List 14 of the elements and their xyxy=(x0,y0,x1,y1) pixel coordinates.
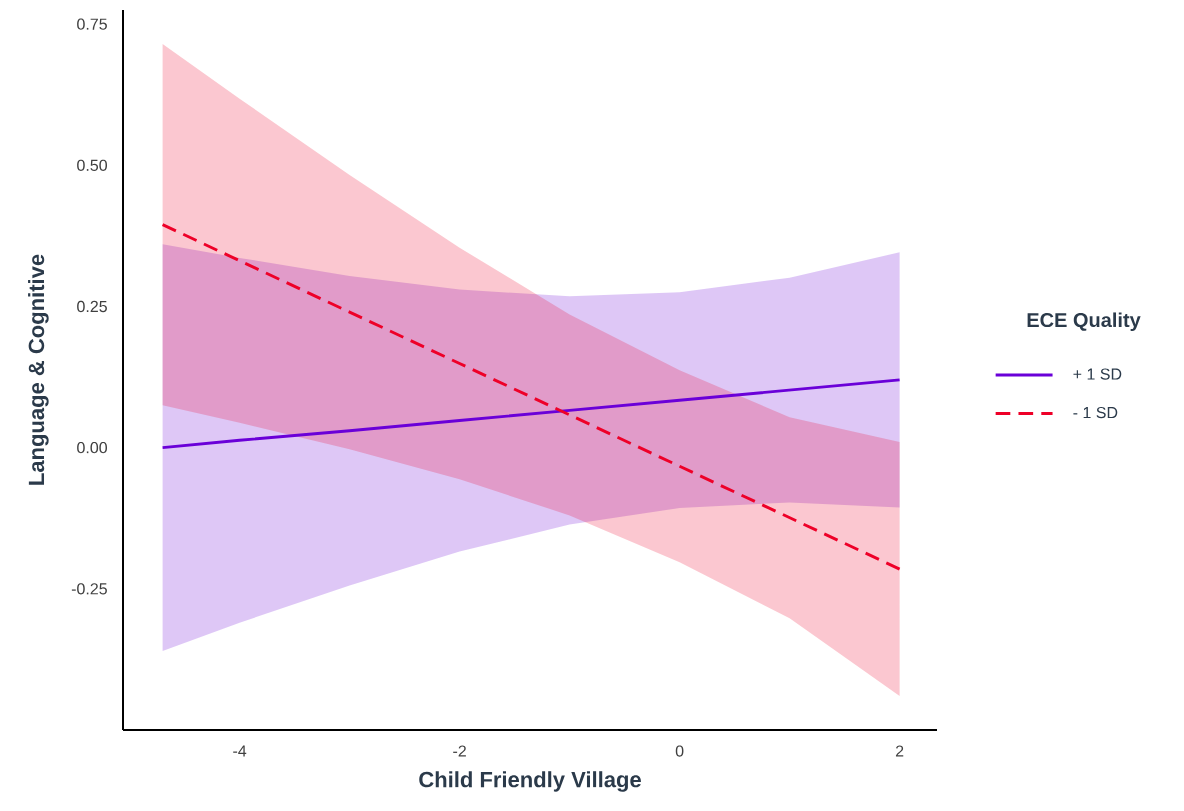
y-tick-label: 0.50 xyxy=(77,159,108,171)
x-tick-label: -2 xyxy=(453,745,466,757)
x-tick-label: 0 xyxy=(675,745,684,757)
x-axis-title: Child Friendly Village xyxy=(419,771,641,792)
y-tick-label: 0.25 xyxy=(77,300,107,313)
y-tick-label: -0.25 xyxy=(71,583,107,595)
y-tick-label: 0.00 xyxy=(77,441,108,454)
legend-label: + 1 SD xyxy=(1073,368,1122,380)
x-tick-label: -4 xyxy=(233,745,247,757)
x-tick-label: 2 xyxy=(895,745,904,757)
legend-title: ECE Quality xyxy=(1027,312,1141,332)
y-axis-title: Language & Cognitive xyxy=(28,254,49,485)
legend-label: - 1 SD xyxy=(1073,406,1118,419)
y-tick-label: 0.75 xyxy=(77,18,107,30)
